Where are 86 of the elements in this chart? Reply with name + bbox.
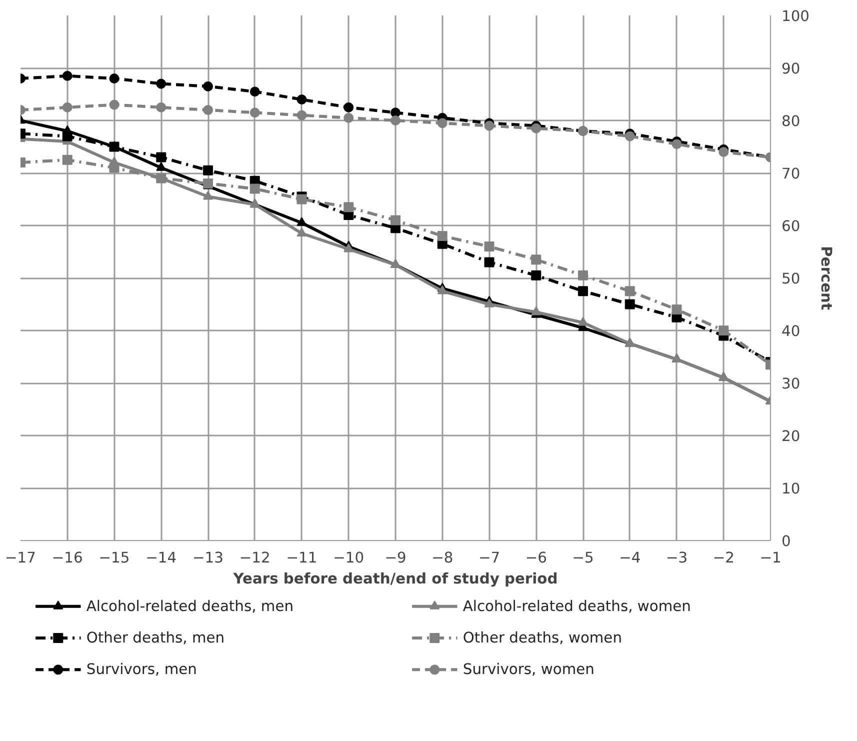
- point: [672, 304, 682, 314]
- point: [250, 86, 260, 97]
- point: [62, 154, 72, 165]
- point: [718, 326, 729, 336]
- x-tick-label: −15: [98, 550, 130, 566]
- x-tick-label: −9: [384, 550, 406, 566]
- point: [624, 299, 635, 310]
- legend-label: Alcohol-related deaths, men: [86, 598, 294, 615]
- point: [156, 162, 166, 171]
- legend-label: Alcohol-related deaths, women: [462, 598, 691, 615]
- point: [484, 242, 494, 252]
- point: [578, 316, 588, 326]
- point: [531, 270, 542, 280]
- point: [62, 102, 72, 112]
- point: [624, 286, 635, 296]
- point: [437, 118, 448, 128]
- x-tick-label: −8: [432, 550, 454, 566]
- point: [250, 108, 260, 118]
- point: [109, 74, 120, 84]
- point: [578, 286, 588, 296]
- y-tick-label: 90: [782, 60, 800, 78]
- y-tick-label: 0: [782, 533, 791, 550]
- legend-label: Other deaths, women: [462, 630, 622, 646]
- point: [344, 243, 354, 252]
- point: [672, 139, 682, 150]
- x-tick-label: −5: [572, 550, 594, 566]
- point: [62, 131, 72, 142]
- point: [344, 112, 354, 123]
- point: [156, 102, 166, 112]
- x-axis-title: Years before death/end of study period: [232, 570, 558, 588]
- point: [203, 81, 213, 92]
- x-tick-label: −17: [5, 550, 36, 566]
- x-tick-label: −3: [666, 550, 688, 566]
- point: [203, 165, 213, 176]
- legend-label: Other deaths, men: [86, 630, 225, 646]
- y-tick-label: 100: [782, 8, 810, 25]
- x-tick-label: −13: [192, 550, 224, 566]
- point: [156, 78, 166, 89]
- y-tick-label: 40: [782, 323, 800, 340]
- x-tick-label: −16: [52, 550, 83, 566]
- point: [296, 94, 307, 104]
- y-tick-label: 60: [782, 218, 800, 235]
- y-tick-label: 30: [782, 376, 800, 392]
- point: [203, 190, 213, 200]
- point: [437, 231, 448, 241]
- y-tick-label: 10: [782, 480, 800, 498]
- y-tick-label: 80: [782, 113, 800, 130]
- point: [531, 306, 542, 316]
- legend-label: Survivors, men: [86, 661, 197, 678]
- x-tick-label: −10: [333, 550, 364, 566]
- point: [109, 100, 120, 110]
- point: [390, 215, 400, 226]
- x-tick-label: −6: [525, 550, 547, 566]
- point: [624, 131, 635, 142]
- x-tick-label: −4: [619, 550, 641, 566]
- y-axis-title: Percent: [817, 246, 834, 310]
- x-tick-label: −12: [239, 550, 270, 566]
- point: [296, 228, 307, 236]
- point: [531, 254, 542, 265]
- point: [484, 257, 494, 268]
- x-tick-label: −2: [712, 550, 734, 566]
- point: [718, 147, 729, 157]
- point: [484, 120, 494, 131]
- point: [109, 162, 120, 173]
- x-tick-label: −11: [286, 550, 318, 566]
- y-tick-label: 20: [782, 428, 800, 445]
- point: [296, 217, 307, 226]
- point: [296, 194, 307, 204]
- point: [578, 270, 588, 280]
- point: [62, 70, 72, 81]
- point: [203, 105, 213, 115]
- y-tick-label: 70: [782, 166, 800, 182]
- point: [344, 202, 354, 212]
- point: [296, 110, 307, 120]
- x-tick-label: −1: [760, 550, 782, 566]
- point: [390, 116, 400, 126]
- point: [250, 184, 260, 194]
- x-tick-label: −14: [146, 550, 177, 566]
- point: [531, 123, 542, 134]
- point: [484, 298, 494, 308]
- legend-label: Survivors, women: [462, 661, 594, 678]
- y-tick-label: 50: [782, 270, 800, 288]
- x-tick-label: −7: [478, 550, 500, 566]
- point: [156, 152, 166, 162]
- point: [344, 102, 354, 112]
- point: [437, 285, 448, 294]
